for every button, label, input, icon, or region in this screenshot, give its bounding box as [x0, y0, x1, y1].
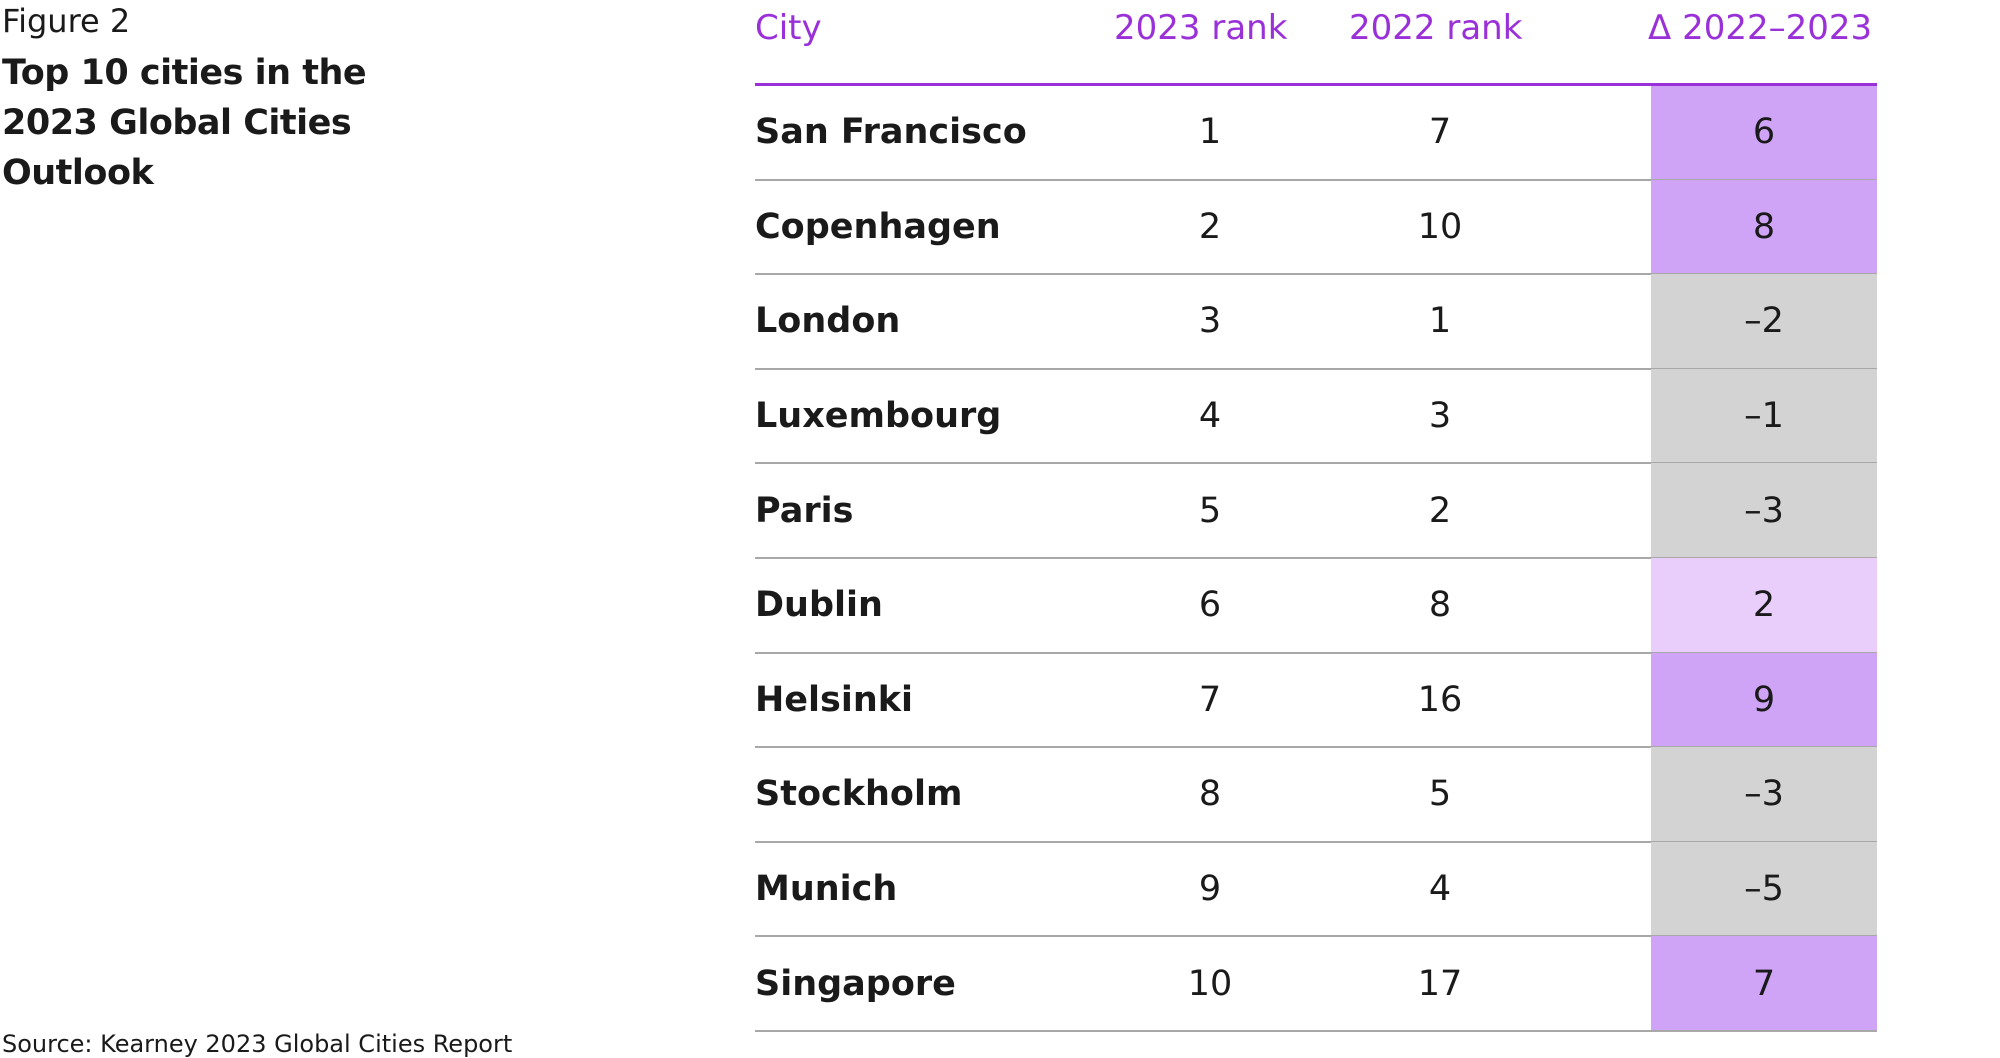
- rank-2022: 3: [1428, 396, 1452, 437]
- delta-cell-bg: [1651, 747, 1877, 842]
- city: Munich: [755, 869, 898, 910]
- rank-2023: 8: [1198, 774, 1222, 815]
- row-rule: [755, 557, 1877, 559]
- column-header: Δ 2022–2023: [1648, 8, 1873, 48]
- rank-2023: 6: [1198, 585, 1222, 626]
- rank-2023: 2: [1198, 206, 1222, 247]
- row-rule: [755, 462, 1877, 465]
- rank-2023: 3: [1198, 301, 1222, 342]
- rank-2022: 16: [1417, 679, 1463, 720]
- city: Paris: [755, 490, 854, 531]
- figure-label: Figure 2: [2, 2, 131, 40]
- rank-2023: 1: [1198, 112, 1222, 153]
- delta: 6: [1752, 112, 1776, 153]
- column-header: City: [755, 8, 822, 48]
- rank-2022: 17: [1417, 963, 1463, 1004]
- delta: 9: [1752, 679, 1776, 720]
- delta: 2: [1752, 585, 1776, 626]
- rank-2022: 1: [1428, 301, 1452, 342]
- delta-cell-bg: [1651, 558, 1877, 653]
- city: Stockholm: [755, 774, 963, 815]
- delta-cell-bg: [1651, 85, 1877, 180]
- row-rule: [755, 178, 1877, 181]
- rank-2022: 8: [1428, 585, 1452, 626]
- rank-2022: 5: [1428, 774, 1452, 815]
- city: Singapore: [755, 963, 956, 1004]
- row-rule: [755, 935, 1877, 938]
- delta: –3: [1744, 490, 1784, 531]
- delta: 8: [1752, 206, 1776, 247]
- row-rule: [755, 840, 1877, 843]
- city: San Francisco: [755, 112, 1027, 153]
- delta-cell-bg: [1651, 841, 1877, 937]
- rank-2023: 5: [1198, 490, 1222, 531]
- rank-2023: 4: [1198, 396, 1222, 437]
- rank-2022: 4: [1428, 869, 1452, 910]
- delta: –3: [1744, 774, 1784, 815]
- rank-2022: 2: [1428, 490, 1452, 531]
- delta: 7: [1752, 963, 1776, 1004]
- city: Helsinki: [755, 679, 914, 720]
- delta-cell-bg: [1651, 179, 1877, 275]
- source: Source: Kearney 2023 Global Cities Repor…: [2, 1030, 513, 1058]
- row-rule: [755, 651, 1877, 654]
- city: Copenhagen: [755, 206, 1001, 247]
- column-header: 2022 rank: [1349, 8, 1523, 48]
- delta-cell-bg: [1651, 368, 1877, 464]
- city: London: [755, 301, 901, 342]
- row-rule: [755, 367, 1877, 370]
- rank-2023: 7: [1198, 679, 1222, 720]
- delta: –5: [1744, 869, 1784, 910]
- row-rule: [755, 1030, 1877, 1032]
- city: Dublin: [755, 585, 883, 626]
- column-header: 2023 rank: [1114, 8, 1288, 48]
- rank-2023: 9: [1198, 869, 1222, 910]
- delta-cell-bg: [1651, 274, 1877, 369]
- rank-2022: 10: [1417, 206, 1463, 247]
- header-rule: [755, 83, 1877, 86]
- rank-2023: 10: [1187, 963, 1233, 1004]
- delta-cell-bg: [1651, 652, 1877, 748]
- row-rule: [755, 746, 1877, 749]
- title: Top 10 cities in the 2023 Global Cities …: [2, 53, 367, 193]
- delta: –1: [1744, 396, 1784, 437]
- delta-cell-bg: [1651, 463, 1877, 558]
- rank-2022: 7: [1428, 112, 1452, 153]
- delta: –2: [1744, 301, 1784, 342]
- row-rule: [755, 273, 1877, 276]
- delta-cell-bg: [1651, 936, 1877, 1031]
- city: Luxembourg: [755, 396, 1002, 437]
